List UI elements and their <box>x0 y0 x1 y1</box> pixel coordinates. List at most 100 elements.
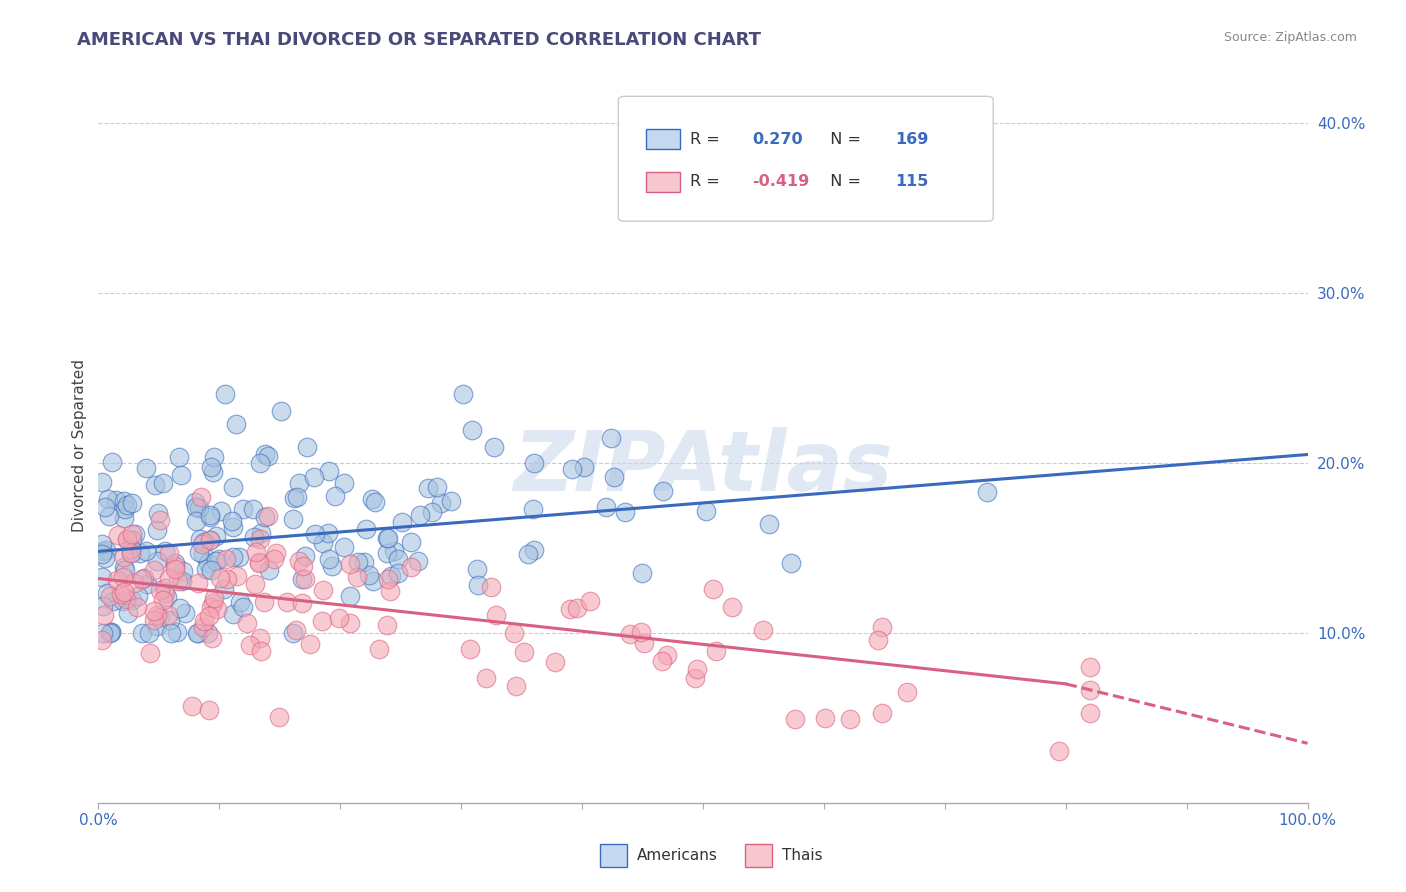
Point <box>572 460 595 475</box>
Point <box>131 626 153 640</box>
Text: Source: ZipAtlas.com: Source: ZipAtlas.com <box>1223 31 1357 45</box>
Point <box>201 596 224 610</box>
Point <box>651 483 673 498</box>
Point <box>160 626 183 640</box>
Point <box>484 440 506 454</box>
Point <box>311 614 333 628</box>
Point <box>105 574 128 588</box>
Point <box>870 620 893 634</box>
Point <box>204 554 226 568</box>
Point <box>291 558 314 573</box>
Point <box>264 546 287 560</box>
Point <box>257 563 280 577</box>
Point <box>221 514 243 528</box>
Point <box>225 417 247 431</box>
Point <box>200 459 222 474</box>
Point <box>184 495 207 509</box>
Point <box>299 636 322 650</box>
Point <box>976 484 998 499</box>
Point <box>91 475 114 490</box>
Point <box>138 626 160 640</box>
Point <box>127 589 149 603</box>
Point <box>212 582 235 596</box>
Point <box>253 509 276 524</box>
Point <box>96 586 118 600</box>
Point <box>121 496 143 510</box>
Text: ZIPAtlas: ZIPAtlas <box>513 427 893 508</box>
Point <box>91 537 114 551</box>
Point <box>380 569 402 583</box>
Point <box>311 536 333 550</box>
Point <box>187 575 209 590</box>
Point <box>422 505 444 519</box>
Point <box>91 632 114 647</box>
Point <box>198 609 221 624</box>
Point <box>346 570 368 584</box>
Point <box>217 572 239 586</box>
Point <box>112 511 135 525</box>
Point <box>595 500 617 515</box>
Point <box>193 620 215 634</box>
Point <box>346 555 368 569</box>
Point <box>97 491 120 506</box>
Point <box>208 552 231 566</box>
Point <box>242 530 264 544</box>
Point <box>391 515 413 529</box>
Point <box>232 502 254 516</box>
Point <box>156 591 179 605</box>
Point <box>142 613 165 627</box>
Point <box>124 527 146 541</box>
Point <box>146 608 169 623</box>
Point <box>360 491 382 506</box>
Point <box>236 615 259 630</box>
Point <box>429 496 451 510</box>
Point <box>120 546 142 560</box>
Point <box>253 447 276 461</box>
Point <box>706 644 728 658</box>
Point <box>249 533 271 547</box>
Text: N =: N = <box>820 132 866 146</box>
Point <box>117 533 139 547</box>
Point <box>202 450 225 464</box>
Point <box>294 549 316 563</box>
Point <box>387 566 409 580</box>
FancyBboxPatch shape <box>619 96 993 221</box>
Point <box>91 548 114 562</box>
Point <box>339 557 361 571</box>
Point <box>121 592 143 607</box>
Bar <box>745 844 772 867</box>
Point <box>243 577 266 591</box>
Point <box>339 615 361 630</box>
Point <box>136 576 159 591</box>
Point <box>104 492 127 507</box>
Point <box>127 599 149 614</box>
Point <box>198 510 221 524</box>
Point <box>686 662 709 676</box>
Point <box>149 582 172 597</box>
Point <box>110 587 132 601</box>
Point <box>249 643 271 657</box>
Point <box>188 501 211 516</box>
Point <box>202 591 225 605</box>
Point <box>283 626 305 640</box>
Point <box>418 481 440 495</box>
Point <box>458 642 481 657</box>
Point <box>156 607 179 622</box>
Point <box>172 564 194 578</box>
Point <box>409 508 432 522</box>
Point <box>451 387 474 401</box>
Point <box>387 552 409 566</box>
Point <box>112 494 135 508</box>
Point <box>115 533 138 548</box>
Point <box>631 566 654 580</box>
Point <box>181 698 204 713</box>
Point <box>93 551 115 566</box>
Point <box>838 712 860 726</box>
Point <box>197 626 219 640</box>
Point <box>465 562 488 576</box>
Point <box>198 508 221 523</box>
Point <box>214 386 236 401</box>
Point <box>285 490 308 504</box>
Point <box>333 476 356 491</box>
Point <box>195 562 218 576</box>
